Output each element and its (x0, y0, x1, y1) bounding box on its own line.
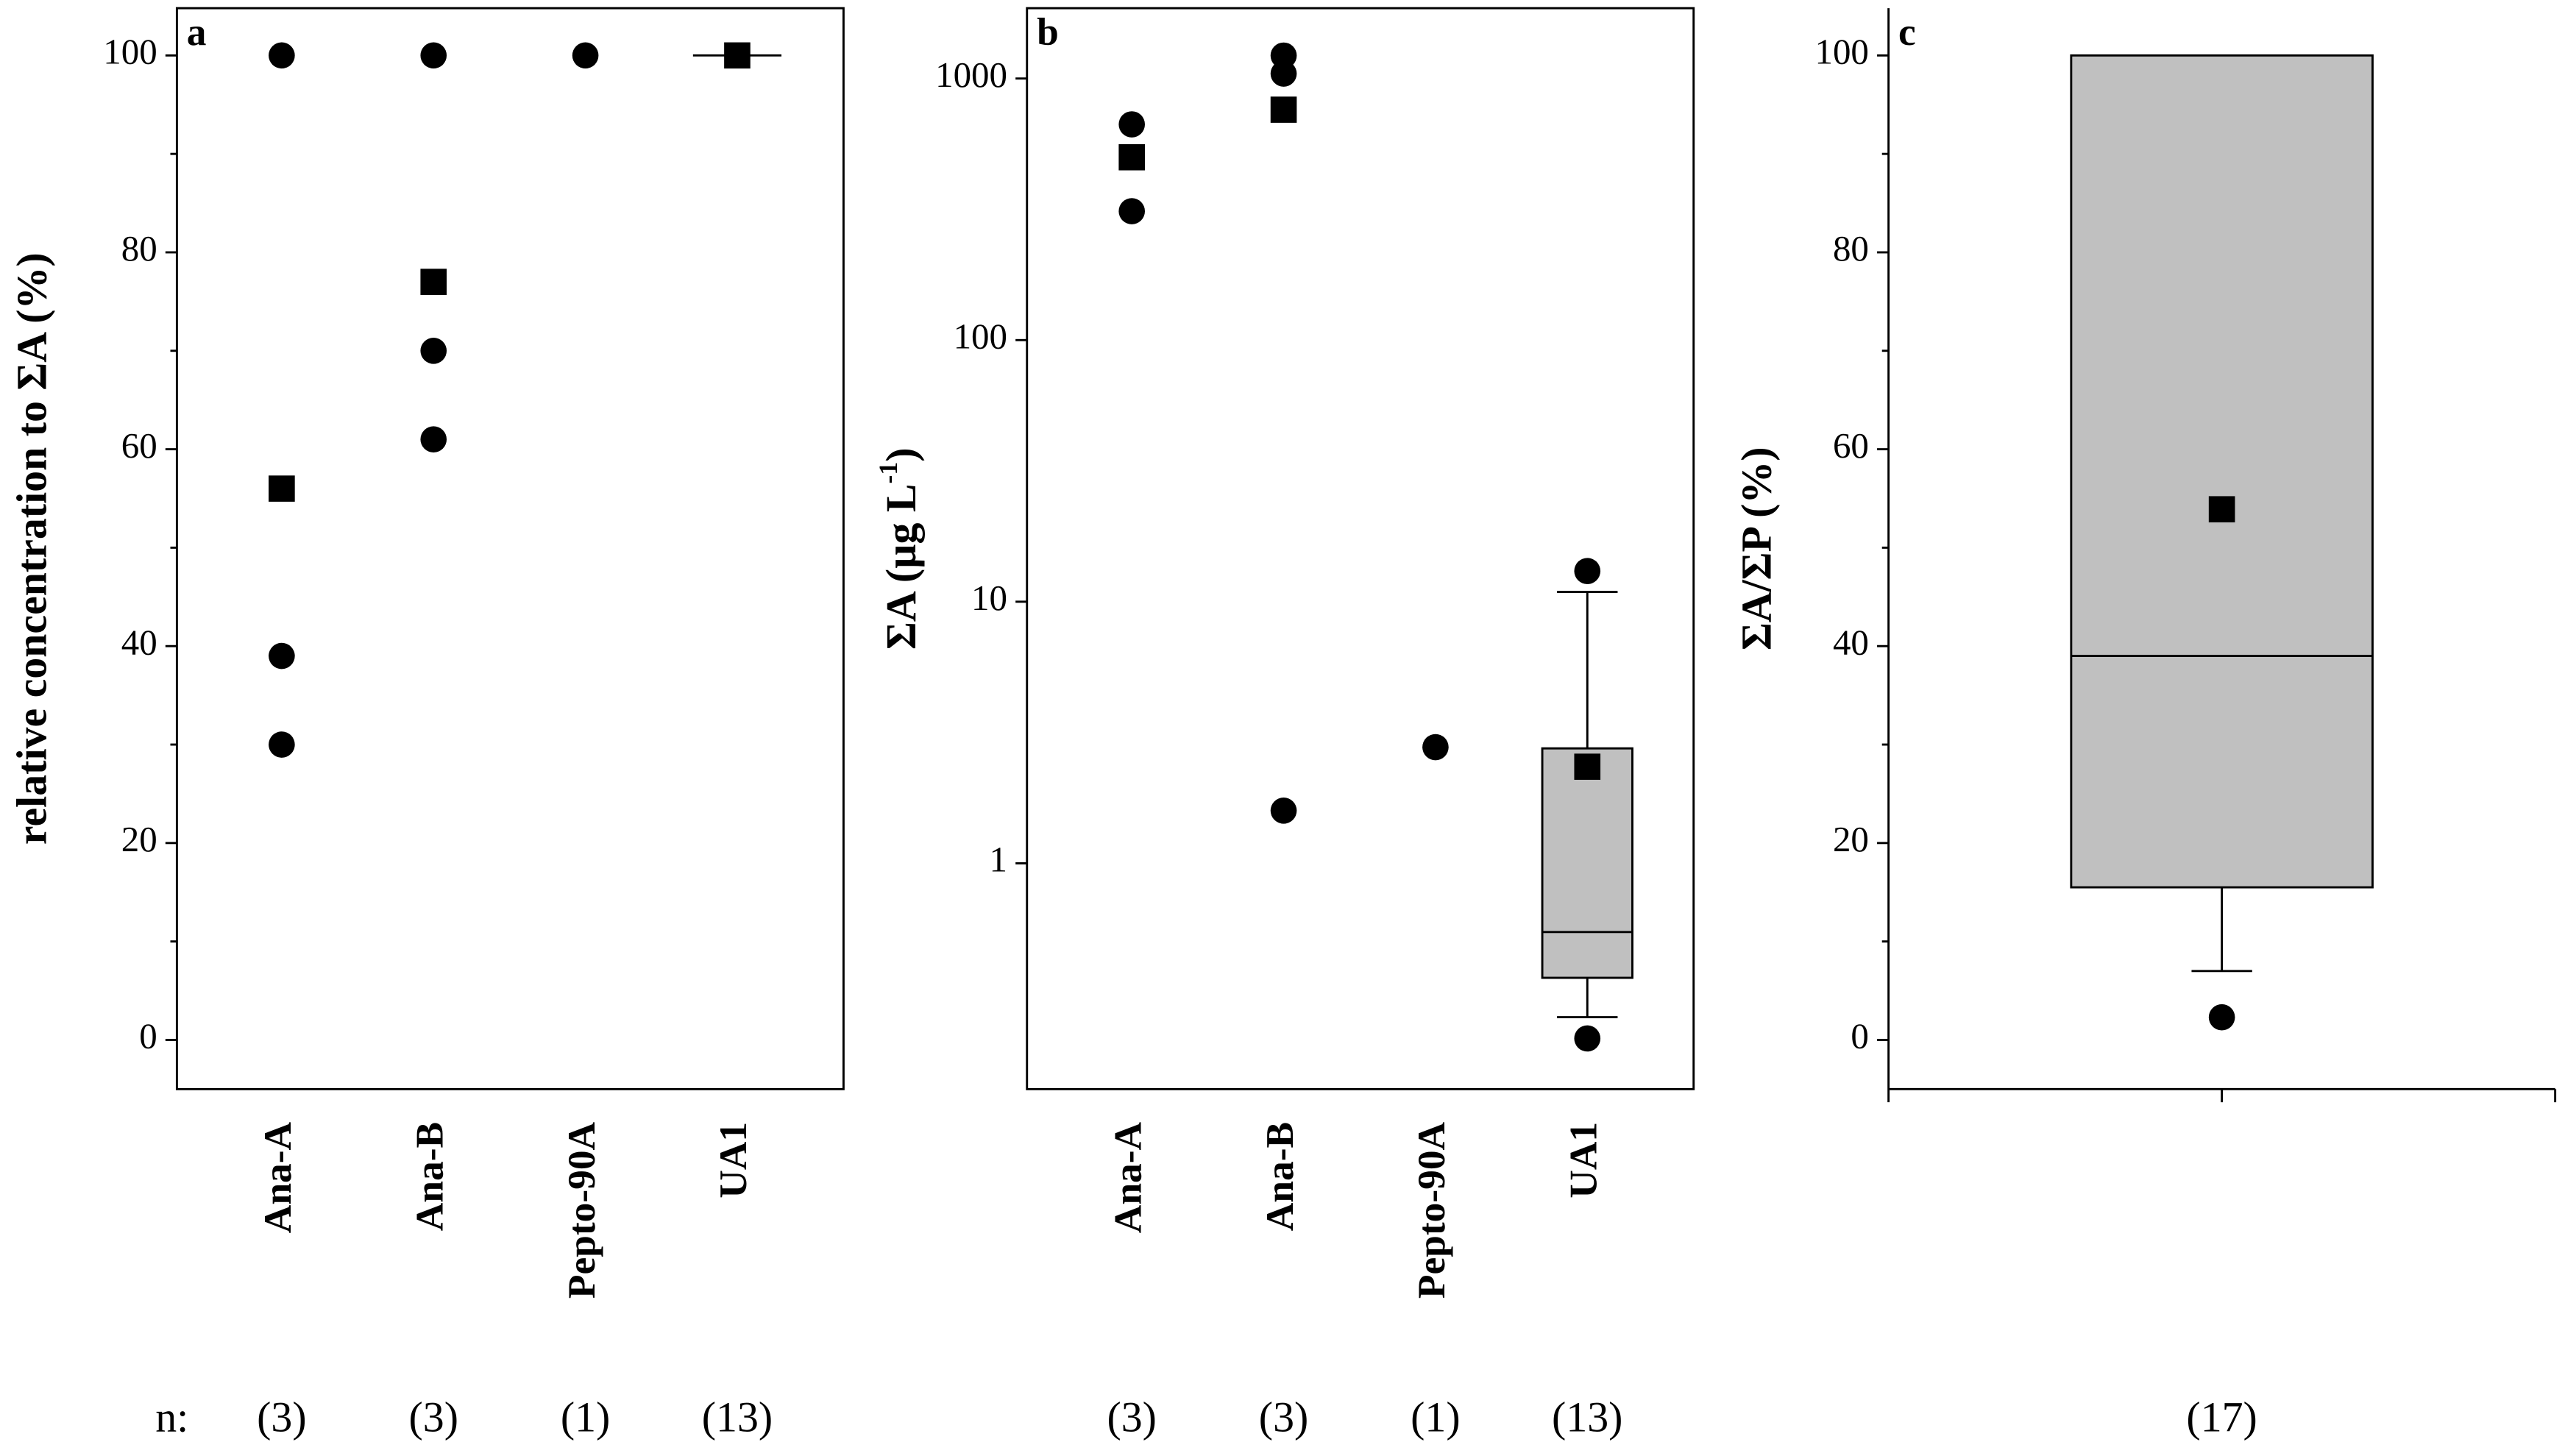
y-tick-label: 60 (1833, 425, 1869, 466)
y-axis-label: ΣA/ΣP (%) (1732, 447, 1780, 650)
y-tick-label: 10 (971, 578, 1007, 618)
panel-label: a (187, 10, 207, 54)
y-tick-label: 0 (1851, 1016, 1868, 1057)
category-label: Ana-A (1105, 1121, 1149, 1233)
y-tick-label: 0 (139, 1016, 157, 1057)
mean-marker (724, 42, 751, 69)
n-label: (1) (561, 1393, 610, 1441)
n-label: (13) (1552, 1393, 1622, 1441)
y-tick-label: 20 (121, 819, 157, 859)
category-label: Pepto-90A (559, 1121, 603, 1299)
box (1541, 747, 1633, 979)
mean-marker (1118, 143, 1146, 171)
frame (1026, 7, 1695, 1090)
y-axis-label: ΣA (µg L-1) (873, 448, 925, 650)
point (1574, 1025, 1601, 1052)
n-label: (17) (2186, 1393, 2257, 1441)
y-tick-label: 60 (121, 425, 157, 466)
point (269, 42, 295, 69)
mean-marker (269, 475, 295, 502)
point (1574, 558, 1601, 584)
mean-marker (420, 269, 447, 295)
mean-marker (1574, 753, 1601, 780)
mean-marker (2208, 496, 2235, 523)
category-label: Ana-B (408, 1122, 452, 1231)
category-label: UA1 (1561, 1122, 1606, 1198)
point (269, 731, 295, 758)
point (269, 642, 295, 670)
point (420, 337, 447, 364)
n-label: (1) (1411, 1393, 1460, 1441)
point (420, 42, 447, 69)
point (1422, 734, 1449, 761)
box (2070, 54, 2374, 889)
y-tick-label: 40 (121, 622, 157, 662)
n-label: (3) (1107, 1393, 1156, 1441)
y-axis-label-sup: -1 (873, 462, 903, 484)
y-axis-label: relative concentration to ΣA (%) (7, 252, 55, 845)
point (1270, 60, 1297, 87)
y-tick-label: 1000 (935, 54, 1007, 95)
y-tick-label: 40 (1833, 622, 1869, 662)
y-axis-label-end: ) (877, 448, 925, 462)
point (1270, 42, 1297, 69)
n-label: (3) (409, 1393, 458, 1441)
y-tick-label: 80 (1833, 228, 1869, 269)
point (420, 426, 447, 453)
category-label: Pepto-90A (1409, 1121, 1453, 1299)
point (1118, 111, 1146, 138)
point (572, 42, 599, 69)
y-tick-label: 80 (121, 228, 157, 269)
y-tick-label: 100 (103, 32, 157, 72)
point (1118, 198, 1146, 224)
y-tick-label: 1 (990, 839, 1007, 880)
category-label: UA1 (711, 1122, 755, 1198)
y-tick-label: 100 (954, 316, 1007, 357)
frame (175, 7, 845, 1090)
panel-label: b (1037, 10, 1059, 54)
category-label: Ana-A (255, 1121, 299, 1233)
panel-label: c (1898, 10, 1916, 54)
n-label: (13) (702, 1393, 773, 1441)
point (1270, 797, 1297, 824)
point (2208, 1004, 2235, 1031)
y-tick-label: 100 (1814, 32, 1868, 72)
n-label: (3) (257, 1393, 306, 1441)
y-tick-label: 20 (1833, 819, 1869, 859)
mean-marker (1270, 96, 1297, 123)
y-axis-label-text: ΣA (µg L (877, 483, 925, 649)
n-label: (3) (1259, 1393, 1308, 1441)
n-title: n: (155, 1393, 188, 1441)
category-label: Ana-B (1257, 1122, 1302, 1231)
